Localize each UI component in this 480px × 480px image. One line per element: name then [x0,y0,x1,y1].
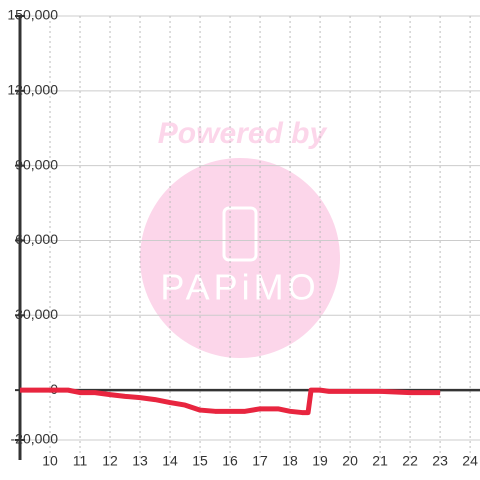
x-tick-label: 15 [192,453,208,469]
x-tick-label: 13 [132,453,148,469]
watermark-icon [222,206,258,262]
x-tick-label: 24 [462,453,478,469]
x-tick-label: 18 [282,453,298,469]
x-tick-label: 14 [162,453,178,469]
x-tick-label: 22 [402,453,418,469]
y-tick-label: 120,000 [7,82,58,98]
x-tick-label: 11 [73,453,88,469]
x-tick-label: 20 [342,453,358,469]
x-tick-label: 17 [252,453,268,469]
watermark-text: Powered by [158,117,328,150]
x-tick-label: 10 [42,453,58,469]
x-tick-label: 12 [102,453,118,469]
x-tick-label: 21 [372,453,388,469]
data-line [20,387,441,416]
x-tick-label: 19 [312,453,328,469]
y-tick-label: -20,000 [11,431,59,447]
x-tick-label: 23 [432,453,448,469]
y-tick-label: 60,000 [15,231,58,247]
y-tick-label: 90,000 [15,156,58,172]
watermark-brand: PAPiMO [160,267,319,308]
x-tick-label: 16 [222,453,238,469]
y-tick-label: 150,000 [7,7,58,23]
y-tick-label: 30,000 [15,306,58,322]
